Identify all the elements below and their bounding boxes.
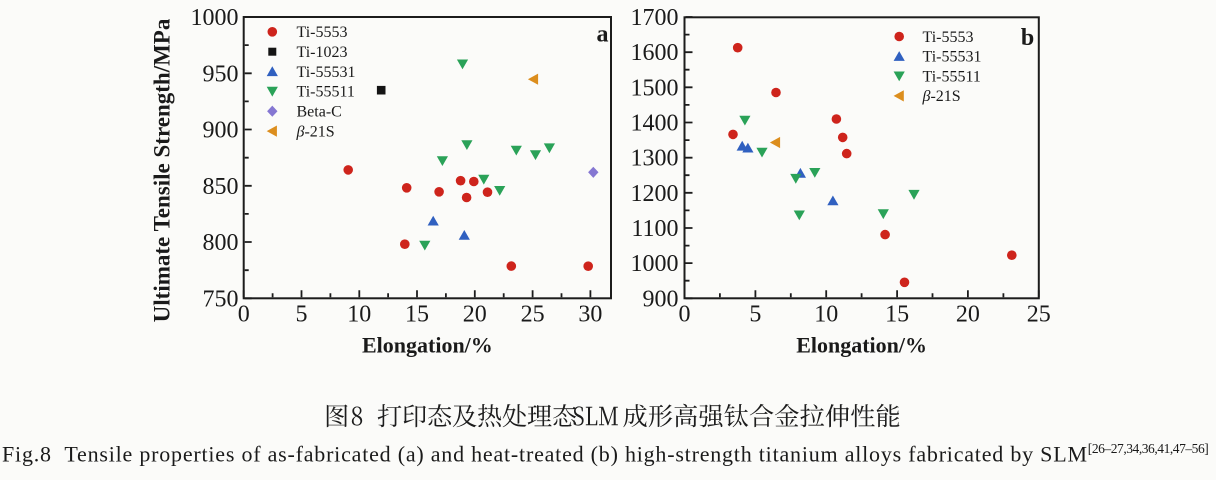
svg-text:1000: 1000 [191, 5, 239, 31]
svg-text:Ti-55531: Ti-55531 [923, 49, 982, 66]
svg-text:10: 10 [814, 302, 838, 328]
svg-text:Ti-1023: Ti-1023 [297, 44, 348, 61]
svg-text:5: 5 [749, 302, 761, 328]
svg-text:a: a [597, 22, 609, 48]
svg-text:15: 15 [405, 302, 429, 328]
svg-text:20: 20 [463, 302, 487, 328]
svg-text:900: 900 [643, 286, 679, 312]
svg-text:950: 950 [203, 61, 239, 87]
svg-text:Beta-C: Beta-C [297, 104, 342, 121]
svg-text:1300: 1300 [631, 146, 679, 172]
svg-text:10: 10 [347, 302, 371, 328]
svg-text:Fig.8 Tensile properties of a: Fig.8 Tensile properties of as-fabricate… [2, 441, 1209, 467]
svg-text:Elongation/%: Elongation/% [796, 333, 927, 358]
svg-text:1700: 1700 [631, 5, 679, 31]
svg-text:1000: 1000 [631, 251, 679, 277]
svg-text:Ti-55531: Ti-55531 [297, 64, 356, 81]
svg-text:b: b [1021, 25, 1034, 51]
svg-text:900: 900 [203, 118, 239, 144]
svg-text:0: 0 [679, 302, 691, 328]
svg-text:β-21S: β-21S [296, 123, 335, 140]
svg-text:1600: 1600 [631, 40, 679, 66]
svg-text:β-21S: β-21S [922, 88, 961, 105]
svg-text:30: 30 [578, 302, 602, 328]
svg-text:Ti-5553: Ti-5553 [923, 29, 974, 46]
svg-text:Ultimate Tensile Strength/MPa: Ultimate Tensile Strength/MPa [150, 18, 175, 322]
svg-text:750: 750 [203, 286, 239, 312]
svg-text:25: 25 [1027, 302, 1051, 328]
svg-text:Ti-55511: Ti-55511 [297, 84, 355, 101]
svg-text:20: 20 [956, 302, 980, 328]
svg-text:Ti-55511: Ti-55511 [923, 68, 981, 85]
svg-text:800: 800 [203, 230, 239, 256]
svg-text:1400: 1400 [631, 111, 679, 137]
svg-text:1100: 1100 [631, 216, 678, 242]
svg-text:850: 850 [203, 174, 239, 200]
svg-text:0: 0 [238, 302, 250, 328]
svg-text:Ti-5553: Ti-5553 [297, 24, 348, 41]
svg-text:5: 5 [296, 302, 308, 328]
svg-text:15: 15 [885, 302, 909, 328]
svg-text:1200: 1200 [631, 181, 679, 207]
svg-text:25: 25 [521, 302, 545, 328]
svg-text:Elongation/%: Elongation/% [362, 333, 493, 358]
svg-text:1500: 1500 [631, 75, 679, 101]
